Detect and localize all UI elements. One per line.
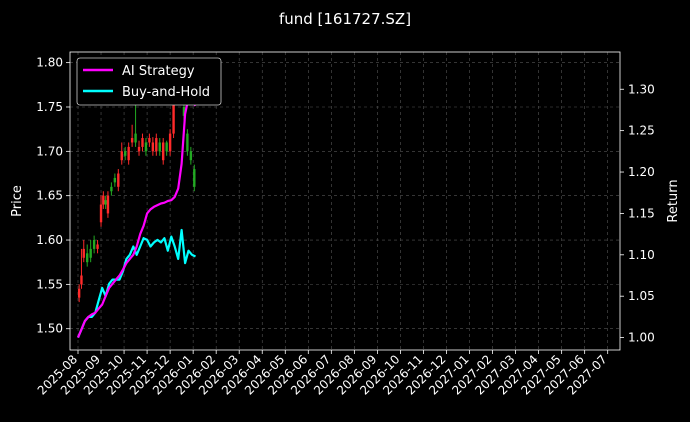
candle-body bbox=[106, 195, 110, 214]
left-tick-label: 1.65 bbox=[36, 189, 63, 203]
candle-body bbox=[110, 186, 113, 192]
candle-body bbox=[172, 98, 175, 134]
candle-body bbox=[96, 244, 99, 249]
candle-body bbox=[189, 151, 193, 161]
candle-body bbox=[127, 146, 130, 161]
left-axis: 1.50 1.55 1.60 1.65 1.70 1.75 1.80 bbox=[36, 56, 70, 336]
left-tick-label: 1.55 bbox=[36, 277, 63, 291]
candle-body bbox=[186, 133, 189, 152]
left-tick-label: 1.60 bbox=[36, 233, 63, 247]
candle-body bbox=[99, 204, 103, 223]
left-tick-label: 1.80 bbox=[36, 56, 63, 70]
candle-body bbox=[168, 133, 172, 152]
legend-label-ai-strategy: AI Strategy bbox=[122, 64, 195, 79]
candle-body bbox=[104, 200, 107, 205]
candle-body bbox=[148, 138, 151, 143]
candle-body bbox=[134, 133, 137, 143]
right-axis: 1.00 1.05 1.10 1.15 1.20 1.25 1.30 bbox=[620, 82, 655, 345]
plot-frame bbox=[69, 51, 621, 351]
candle-body bbox=[165, 142, 168, 152]
candle-body bbox=[155, 138, 158, 152]
right-tick-label: 1.00 bbox=[628, 331, 655, 345]
legend: AI Strategy Buy-and-Hold bbox=[76, 57, 222, 106]
legend-label-buy-and-hold: Buy-and-Hold bbox=[122, 85, 210, 100]
candle-body bbox=[141, 138, 144, 147]
candle-body bbox=[124, 151, 127, 156]
right-tick-label: 1.25 bbox=[628, 124, 655, 138]
candle-body bbox=[193, 169, 196, 187]
series-lines bbox=[76, 96, 197, 339]
candle-body bbox=[77, 288, 81, 298]
right-tick-label: 1.20 bbox=[628, 165, 655, 179]
candle-body bbox=[89, 248, 92, 258]
series-line-ai-strategy bbox=[76, 96, 197, 339]
right-axis-label: Return bbox=[666, 179, 681, 222]
candle-body bbox=[120, 151, 123, 161]
left-tick-label: 1.70 bbox=[36, 144, 63, 158]
candle-body bbox=[151, 142, 155, 152]
left-axis-label: Price bbox=[10, 185, 25, 217]
candle-body bbox=[137, 146, 141, 152]
right-tick-label: 1.10 bbox=[628, 248, 655, 262]
right-tick-label: 1.05 bbox=[628, 289, 655, 303]
candle-body bbox=[92, 240, 96, 249]
candle-body bbox=[82, 248, 85, 258]
right-tick-label: 1.30 bbox=[628, 82, 655, 96]
candle-body bbox=[86, 253, 89, 263]
left-tick-label: 1.50 bbox=[36, 322, 63, 336]
candle-body bbox=[162, 142, 165, 161]
candle-body bbox=[113, 177, 117, 183]
candle-body bbox=[144, 142, 148, 152]
candle-body bbox=[130, 138, 134, 143]
candle-body bbox=[80, 275, 83, 285]
left-tick-label: 1.75 bbox=[36, 100, 63, 114]
candle-body bbox=[158, 142, 161, 152]
candle-body bbox=[182, 106, 186, 116]
series-line-buy-and-hold bbox=[76, 228, 196, 339]
candle-body bbox=[102, 195, 105, 205]
candle-body bbox=[117, 173, 120, 187]
right-tick-label: 1.15 bbox=[628, 206, 655, 220]
chart-title: fund [161727.SZ] bbox=[279, 10, 411, 28]
